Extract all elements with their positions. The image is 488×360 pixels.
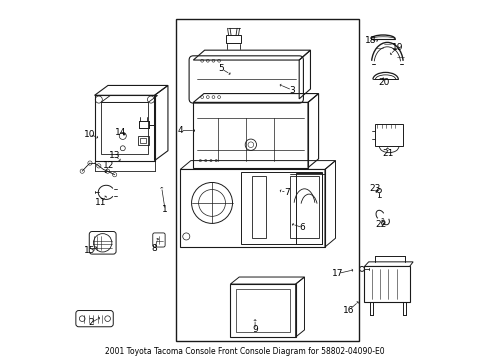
Text: 17: 17 [331,269,343,278]
Text: 1: 1 [162,206,168,215]
Text: 22: 22 [375,220,386,229]
Text: 4: 4 [177,126,183,135]
Text: 5: 5 [218,64,224,73]
Text: 15: 15 [83,246,95,255]
Text: 20: 20 [377,78,389,87]
Text: 14: 14 [114,128,126,137]
Text: 6: 6 [299,223,305,232]
Text: 11: 11 [95,198,106,207]
Text: 10: 10 [83,130,95,139]
Text: 16: 16 [342,306,354,315]
Text: 7: 7 [284,188,289,197]
Text: 2: 2 [88,318,94,327]
Text: 9: 9 [252,325,258,334]
Text: 13: 13 [109,151,121,160]
Text: 3: 3 [289,86,294,95]
Bar [175,19,358,341]
Text: 23: 23 [368,184,380,193]
Text: 18: 18 [365,36,376,45]
Text: 21: 21 [382,149,393,158]
Text: 8: 8 [151,244,157,253]
Text: 19: 19 [391,43,402,52]
Bar [235,289,290,332]
Text: 12: 12 [103,161,114,170]
Text: 2001 Toyota Tacoma Console Front Console Diagram for 58802-04090-E0: 2001 Toyota Tacoma Console Front Console… [104,347,384,356]
